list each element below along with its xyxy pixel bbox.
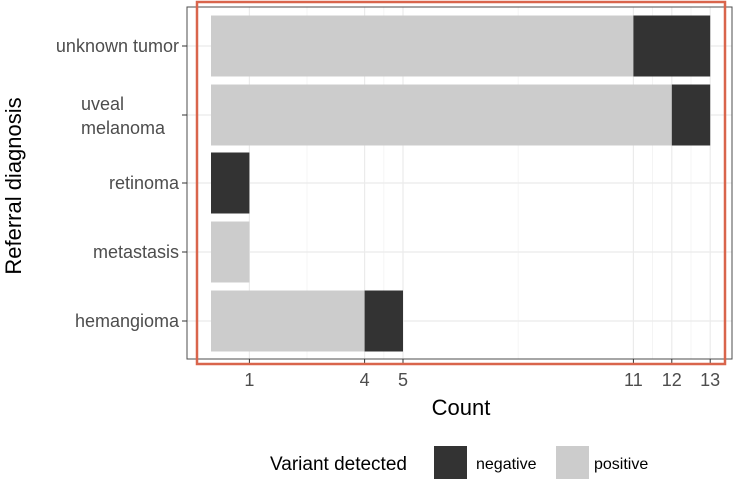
bar-segment-positive (211, 290, 365, 352)
bar-segment-negative (211, 152, 250, 214)
x-tick-label: 5 (398, 370, 408, 390)
x-tick-label: 1 (244, 370, 254, 390)
y-tick-label: unknown tumor (56, 36, 179, 56)
x-tick-label: 12 (662, 370, 682, 390)
x-axis-title: Count (432, 395, 491, 420)
bar-segment-positive (211, 15, 634, 77)
legend-label-positive: positive (594, 456, 648, 473)
y-tick-label: uveal melanoma (81, 94, 166, 138)
x-tick-label: 4 (360, 370, 370, 390)
legend-items: negative positive (434, 446, 648, 479)
x-tick-label: 11 (624, 370, 643, 390)
legend-label-negative: negative (476, 456, 537, 473)
y-tick-label: hemangioma (75, 311, 180, 331)
y-tick-label: metastasis (93, 242, 179, 262)
x-tick-label: 13 (700, 370, 720, 390)
legend-key-negative (434, 446, 467, 479)
bars (211, 15, 711, 352)
y-tick-label: retinoma (109, 173, 180, 193)
legend: Variant detected negative positive (270, 446, 648, 479)
highlight-box (195, 0, 727, 366)
y-axis-title: Referral diagnosis (1, 97, 26, 274)
bar-segment-negative (364, 290, 403, 352)
bar-segment-positive (211, 221, 250, 283)
y-axis-ticks: unknown tumor uveal melanoma retinoma metast… (56, 36, 187, 331)
legend-key-positive (556, 446, 589, 479)
x-axis-ticks: 1 4 5 11 12 13 (244, 359, 720, 390)
bar-segment-positive (211, 84, 672, 146)
bar-segment-negative (671, 84, 711, 146)
legend-title: Variant detected (270, 454, 407, 475)
bar-segment-negative (633, 15, 711, 77)
